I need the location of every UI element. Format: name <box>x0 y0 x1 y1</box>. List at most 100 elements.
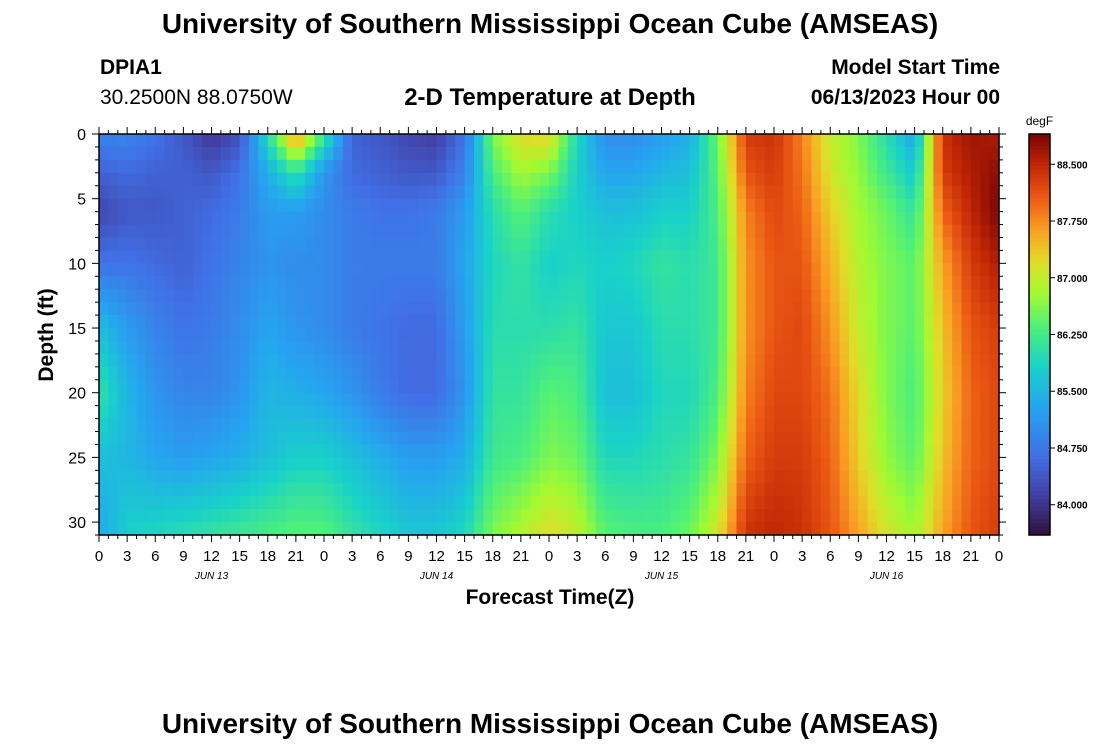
heatmap-cell <box>895 366 906 381</box>
heatmap-cell <box>155 444 166 458</box>
heatmap-cell <box>145 146 156 161</box>
heatmap-cell <box>267 185 278 200</box>
heatmap-cell <box>314 211 325 226</box>
heatmap-cell <box>408 392 419 407</box>
heatmap-cell <box>464 340 475 355</box>
heatmap-cell <box>980 172 991 187</box>
heatmap-cell <box>633 405 644 420</box>
heatmap-cell <box>333 134 344 148</box>
heatmap-cell <box>792 366 803 381</box>
heatmap-cell <box>661 224 672 239</box>
heatmap-cell <box>717 522 728 536</box>
heatmap-cell <box>192 146 203 161</box>
heatmap-cell <box>408 405 419 420</box>
heatmap-cell <box>492 483 503 497</box>
heatmap-cell <box>839 509 850 523</box>
heatmap-cell <box>567 146 578 161</box>
heatmap-cell <box>624 496 634 510</box>
heatmap-cell <box>699 224 709 239</box>
heatmap-cell <box>267 302 278 316</box>
heatmap-cell <box>961 328 972 342</box>
heatmap-cell <box>755 289 766 303</box>
heatmap-cell <box>811 315 822 329</box>
heatmap-cell <box>755 431 766 446</box>
heatmap-cell <box>474 198 484 213</box>
heatmap-cell <box>277 496 288 510</box>
heatmap-cell <box>267 224 278 239</box>
heatmap-cell <box>670 509 681 523</box>
heatmap-cell <box>455 431 466 446</box>
heatmap-cell <box>520 172 531 187</box>
heatmap-cell <box>755 353 766 368</box>
heatmap-cell <box>427 483 438 497</box>
heatmap-cell <box>342 340 353 355</box>
heatmap-cell <box>164 146 175 161</box>
heatmap-cell <box>717 379 728 394</box>
heatmap-cell <box>905 172 916 187</box>
heatmap-cell <box>183 211 194 226</box>
heatmap-cell <box>445 457 456 471</box>
heatmap-cell <box>399 418 409 433</box>
heatmap-cell <box>802 224 813 239</box>
heatmap-cell <box>389 483 400 497</box>
heatmap-cell <box>895 431 906 446</box>
heatmap-cell <box>530 457 541 471</box>
heatmap-cell <box>380 509 391 523</box>
heatmap-cell <box>267 328 278 342</box>
heatmap-cell <box>333 237 344 252</box>
heatmap-cells <box>99 134 1000 536</box>
heatmap-cell <box>849 496 859 510</box>
heatmap-cell <box>586 522 597 536</box>
heatmap-cell <box>830 353 841 368</box>
heatmap-cell <box>577 353 588 368</box>
heatmap-cell <box>230 185 241 200</box>
heatmap-cell <box>877 379 888 394</box>
heatmap-cell <box>605 211 616 226</box>
heatmap-cell <box>886 392 897 407</box>
heatmap-cell <box>136 509 147 523</box>
colorbar-tick-label: 84.750 <box>1057 444 1088 455</box>
heatmap-cell <box>202 134 213 148</box>
heatmap-cell <box>539 185 550 200</box>
heatmap-cell <box>211 276 222 290</box>
heatmap-cell <box>783 496 794 510</box>
heatmap-cell <box>286 250 297 264</box>
heatmap-cell <box>145 496 156 510</box>
heatmap-cell <box>286 237 297 252</box>
heatmap-cell <box>652 146 663 161</box>
heatmap-cell <box>136 185 147 200</box>
heatmap-cell <box>192 250 203 264</box>
heatmap-cell <box>427 172 438 187</box>
heatmap-cell <box>361 276 372 290</box>
heatmap-cell <box>774 211 784 226</box>
heatmap-cell <box>680 379 691 394</box>
heatmap-cell <box>877 159 888 174</box>
heatmap-cell <box>633 392 644 407</box>
heatmap-cell <box>145 470 156 484</box>
heatmap-cell <box>502 185 513 200</box>
heatmap-cell <box>202 185 213 200</box>
heatmap-cell <box>342 366 353 381</box>
heatmap-cell <box>511 405 522 420</box>
heatmap-cell <box>764 289 775 303</box>
heatmap-cell <box>792 276 803 290</box>
heatmap-cell <box>174 496 184 510</box>
x-tick-label: 9 <box>854 548 862 565</box>
heatmap-cell <box>549 353 559 368</box>
heatmap-cell <box>408 159 419 174</box>
heatmap-cell <box>267 263 278 277</box>
heatmap-cell <box>895 185 906 200</box>
heatmap-cell <box>558 224 569 239</box>
heatmap-cell <box>492 509 503 523</box>
colorbar-segment <box>1029 174 1050 179</box>
heatmap-cell <box>867 522 878 536</box>
heatmap-cell <box>108 211 119 226</box>
heatmap-cell <box>174 509 184 523</box>
heatmap-cell <box>689 496 700 510</box>
heatmap-cell <box>511 457 522 471</box>
heatmap-cell <box>192 289 203 303</box>
heatmap-cell <box>933 483 944 497</box>
heatmap-cell <box>342 444 353 458</box>
heatmap-cell <box>277 146 288 161</box>
heatmap-cell <box>145 211 156 226</box>
